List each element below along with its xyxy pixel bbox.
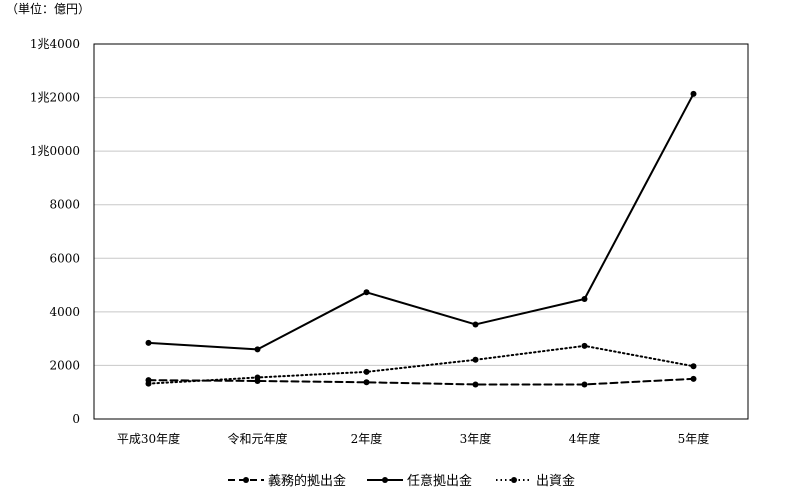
legend-item: 任意拠出金 xyxy=(367,473,472,488)
y-tick-label: 1兆0000 xyxy=(30,144,80,158)
y-tick-label: 1兆4000 xyxy=(30,37,80,51)
y-tick-label: 1兆2000 xyxy=(30,91,80,105)
data-point xyxy=(690,90,697,97)
data-point xyxy=(254,346,261,353)
x-axis-tick-labels: 平成30年度 令和元年度 2年度 3年度 4年度 5年度 xyxy=(117,431,709,446)
series-1 xyxy=(145,375,697,388)
x-tick-label: 令和元年度 xyxy=(227,431,287,446)
data-point xyxy=(145,380,152,387)
data-point xyxy=(145,339,152,346)
series-line xyxy=(147,377,695,386)
x-tick-label: 4年度 xyxy=(569,431,601,446)
legend-marker xyxy=(511,477,517,483)
data-point xyxy=(581,342,588,349)
data-point xyxy=(472,321,479,328)
legend-label: 任意拠出金 xyxy=(407,473,472,488)
legend-label: 義務的拠出金 xyxy=(268,473,346,488)
data-point xyxy=(363,289,370,296)
y-tick-label: 8000 xyxy=(49,198,80,212)
series-3 xyxy=(145,342,697,387)
legend: 義務的拠出金 任意拠出金 出資金 xyxy=(228,473,575,488)
data-point xyxy=(363,368,370,375)
data-point xyxy=(472,356,479,363)
unit-label: （単位：億円） xyxy=(6,2,91,16)
gridlines xyxy=(94,97,748,366)
x-tick-label: 3年度 xyxy=(460,431,492,446)
y-tick-label: 4000 xyxy=(49,305,80,319)
data-point xyxy=(690,375,697,382)
y-tick-label: 6000 xyxy=(49,251,80,265)
x-tick-label: 平成30年度 xyxy=(117,431,180,446)
legend-item: 義務的拠出金 xyxy=(228,473,346,488)
series-line xyxy=(147,92,695,351)
plot-area-frame xyxy=(93,43,749,420)
x-tick-label: 5年度 xyxy=(678,431,710,446)
data-point xyxy=(254,374,261,381)
series-line xyxy=(147,344,695,385)
x-tick-label: 2年度 xyxy=(351,431,383,446)
data-point xyxy=(363,379,370,386)
series-lines xyxy=(145,90,697,388)
y-tick-label: 0 xyxy=(72,412,80,426)
y-tick-label: 2000 xyxy=(49,358,80,372)
data-point xyxy=(690,363,697,370)
legend-item: 出資金 xyxy=(496,473,575,488)
legend-label: 出資金 xyxy=(536,473,575,488)
legend-marker xyxy=(243,477,249,483)
data-point xyxy=(581,296,588,302)
y-axis-tick-labels: 0 2000 4000 6000 8000 1兆0000 1兆2000 1兆4000 xyxy=(30,37,80,426)
series-2 xyxy=(145,90,697,353)
legend-marker xyxy=(382,477,388,483)
data-point xyxy=(581,381,588,388)
data-point xyxy=(472,381,479,388)
